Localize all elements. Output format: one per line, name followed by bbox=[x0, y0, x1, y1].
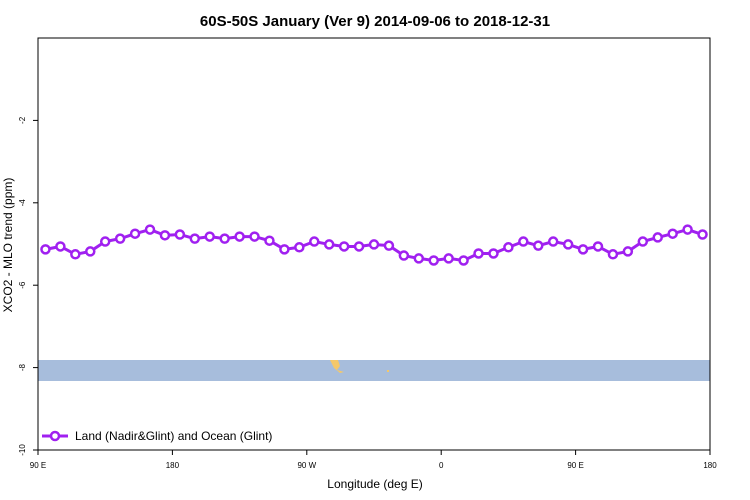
data-point bbox=[413, 253, 425, 264]
data-point bbox=[323, 239, 335, 250]
data-point bbox=[249, 231, 260, 242]
chart-title: 60S-50S January (Ver 9) 2014-09-06 to 20… bbox=[200, 13, 550, 30]
x-tick-label: 180 bbox=[703, 461, 717, 470]
data-point bbox=[85, 246, 96, 257]
data-point bbox=[518, 236, 529, 247]
y-tick-label: -6 bbox=[18, 281, 27, 289]
data-point bbox=[264, 235, 275, 246]
data-point bbox=[70, 249, 81, 260]
legend-marker bbox=[49, 430, 61, 442]
data-point bbox=[144, 224, 156, 235]
data-point bbox=[189, 233, 201, 244]
data-point bbox=[667, 228, 678, 239]
x-tick-label: 0 bbox=[439, 461, 444, 470]
data-point bbox=[503, 242, 514, 253]
legend-label: Land (Nadir&Glint) and Ocean (Glint) bbox=[75, 429, 272, 443]
data-point bbox=[652, 232, 663, 243]
x-tick-label: 90 E bbox=[30, 461, 46, 470]
x-tick-label: 90 W bbox=[297, 461, 316, 470]
y-axis-label: XCO2 - MLO trend (ppm) bbox=[1, 178, 15, 313]
data-point bbox=[129, 228, 141, 239]
plot-frame bbox=[37, 37, 711, 451]
data-point bbox=[174, 229, 186, 240]
y-tick-label: -10 bbox=[18, 444, 27, 456]
data-point bbox=[592, 241, 604, 252]
data-point bbox=[234, 231, 245, 242]
data-point bbox=[368, 239, 380, 250]
data-point bbox=[682, 224, 693, 235]
data-point bbox=[428, 255, 439, 266]
map-band bbox=[38, 360, 710, 381]
data-point bbox=[309, 236, 320, 247]
data-point bbox=[607, 249, 619, 260]
data-point bbox=[398, 250, 410, 261]
x-tick-label: 90 E bbox=[567, 461, 583, 470]
data-point bbox=[114, 233, 126, 244]
data-point bbox=[353, 241, 365, 252]
data-point bbox=[294, 242, 305, 253]
data-point bbox=[473, 248, 484, 259]
land-patch bbox=[330, 360, 344, 373]
data-point bbox=[562, 239, 574, 250]
data-point bbox=[547, 236, 559, 247]
data-point bbox=[383, 240, 395, 251]
land-patch bbox=[387, 370, 389, 372]
x-tick-label: 180 bbox=[166, 461, 180, 470]
data-point bbox=[697, 229, 708, 240]
data-point bbox=[637, 236, 649, 247]
data-point bbox=[204, 231, 215, 242]
data-point bbox=[219, 233, 230, 244]
y-tick-label: -4 bbox=[18, 199, 27, 207]
data-point bbox=[577, 244, 589, 255]
data-point bbox=[488, 248, 499, 259]
y-tick-label: -8 bbox=[18, 363, 27, 371]
x-axis-label: Longitude (deg E) bbox=[327, 477, 422, 491]
data-point bbox=[55, 241, 66, 252]
data-point bbox=[40, 244, 51, 255]
data-point bbox=[338, 241, 350, 252]
data-point bbox=[159, 230, 171, 241]
y-tick-label: -2 bbox=[18, 116, 27, 124]
data-point bbox=[279, 244, 290, 255]
data-point bbox=[99, 236, 111, 247]
data-point bbox=[622, 246, 634, 257]
data-point bbox=[533, 240, 544, 251]
data-point bbox=[458, 255, 469, 266]
data-point bbox=[443, 253, 454, 264]
